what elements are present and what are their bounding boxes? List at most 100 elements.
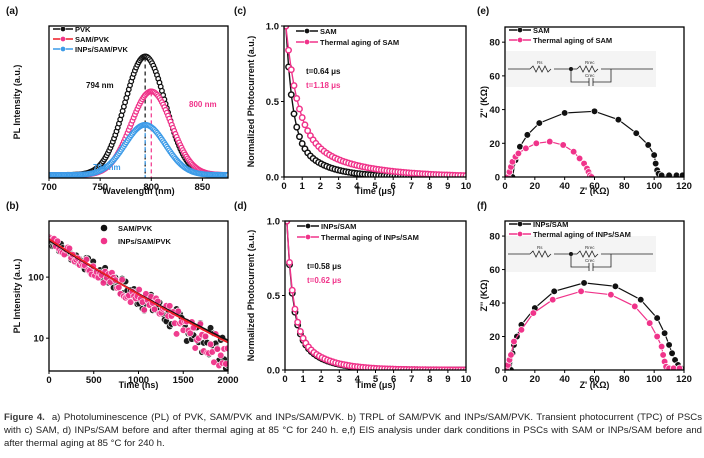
data-point: [675, 364, 684, 370]
series-line: [505, 290, 680, 370]
legend-item-0: SAM: [509, 26, 550, 35]
x-tick-label: 3: [336, 181, 341, 192]
data-point: [660, 329, 669, 337]
legend-marker: [305, 234, 311, 240]
data-point: [590, 107, 599, 115]
panel-label: (c): [234, 6, 246, 17]
x-axis-label: Time (ns): [119, 380, 159, 390]
circuit-label: Rs: [537, 245, 543, 250]
figure-label: Figure 4.: [4, 412, 45, 423]
data-point: [535, 119, 543, 127]
x-tick-label: 6: [391, 181, 396, 192]
y-tick-label: 80: [489, 38, 500, 49]
data-point: [637, 296, 645, 304]
legend-item-1: Thermal aging of SAM: [509, 36, 612, 45]
data-point: [290, 110, 298, 118]
data-point: [301, 121, 309, 129]
data-point: [206, 340, 215, 348]
x-tick-label: 0: [46, 375, 51, 386]
y-tick-label: 60: [489, 71, 500, 82]
x-tick-label: 800: [143, 182, 159, 193]
y-tick-label: 0.5: [266, 97, 280, 108]
legend-item-1: INPs/SAM/PVK: [100, 237, 172, 246]
data-point: [304, 127, 312, 135]
legend-item-2: INPs/SAM/PVK: [53, 45, 129, 54]
capacitor-crec-icon: [588, 263, 594, 271]
x-tick-label: 500: [86, 375, 102, 386]
data-point: [652, 159, 660, 168]
data-point: [514, 149, 523, 158]
data-point: [632, 129, 640, 137]
legend-item-1: Thermal aging of INPs/SAM: [509, 230, 631, 239]
data-point: [607, 291, 615, 299]
panel-a: (a) 794 nm 800 nm 794 nm 700 750 800 850 Wavelen…: [6, 6, 229, 196]
data-point: [529, 309, 537, 317]
y-tick-label: 0.0: [266, 173, 279, 184]
series-1: [49, 233, 228, 370]
data-point: [631, 302, 639, 311]
legend-label: SAM/PVK: [118, 224, 153, 233]
legend-marker: [304, 39, 310, 45]
x-tick-label: 4: [355, 374, 361, 385]
series-line: [285, 26, 466, 177]
data-point: [294, 318, 302, 326]
data-point: [296, 133, 303, 141]
data-point: [561, 109, 569, 117]
plot-area: [49, 53, 228, 178]
panel-b: (b) 0 500 1000 1500 2000 10 100 Time (ns) PL Inte…: [6, 201, 239, 390]
x-tick-label: 1: [300, 374, 306, 385]
y-tick-label: 0: [495, 366, 500, 377]
circuit-label: Crec: [585, 258, 595, 263]
data-point: [296, 327, 304, 335]
x-tick-label: 9: [445, 181, 450, 192]
y-axis-label: Z'' (KΩ): [479, 280, 489, 312]
data-point: [150, 305, 159, 313]
y-tick-label: 1.0: [266, 22, 279, 33]
data-point: [293, 94, 301, 102]
panel-label: (d): [234, 201, 247, 212]
x-tick-label: 9: [445, 374, 450, 385]
x-tick-label: 0: [282, 374, 287, 385]
data-point: [522, 144, 530, 152]
series-0: [507, 279, 684, 370]
legend-marker: [517, 37, 523, 43]
y-axis-label: PL Intensity (a.u.): [12, 259, 22, 334]
data-point: [516, 143, 524, 151]
y-tick-label: 20: [489, 332, 500, 343]
data-point: [507, 351, 515, 359]
data-point: [614, 116, 623, 124]
legend-marker: [100, 224, 108, 232]
data-point: [291, 305, 299, 313]
x-tick-label: 1000: [128, 375, 149, 386]
x-tick-label: 40: [559, 181, 570, 192]
legend-label: SAM/PVK: [75, 35, 110, 44]
legend-item-0: SAM: [296, 27, 337, 36]
y-tick-label: 10: [33, 334, 44, 345]
legend-label: Thermal aging of SAM: [320, 38, 399, 47]
y-tick-label: 0.5: [267, 291, 281, 302]
x-tick-label: 1: [300, 181, 306, 192]
panel-label: (a): [6, 6, 18, 17]
data-point: [550, 287, 558, 295]
legend-marker: [60, 46, 66, 52]
y-tick-label: 100: [28, 273, 44, 284]
data-point: [210, 358, 218, 366]
x-tick-label: 80: [619, 181, 630, 192]
series-1: [285, 221, 466, 370]
series-1: [284, 26, 466, 177]
panel-label: (b): [6, 201, 19, 212]
x-tick-label: 1500: [173, 375, 194, 386]
x-tick-label: 120: [676, 181, 692, 192]
data-point: [135, 285, 143, 294]
x-tick-label: 20: [530, 374, 541, 385]
legend-marker: [517, 221, 523, 227]
resistor-rs-icon: [529, 65, 552, 73]
series-0: [49, 53, 228, 178]
data-point: [140, 306, 148, 314]
panel-e: (e) Rs Rrec Crec 0 20 40 60 80 100 120 0 20 40 60 80 Z' …: [477, 6, 692, 196]
legend-item-0: PVK: [53, 25, 91, 34]
